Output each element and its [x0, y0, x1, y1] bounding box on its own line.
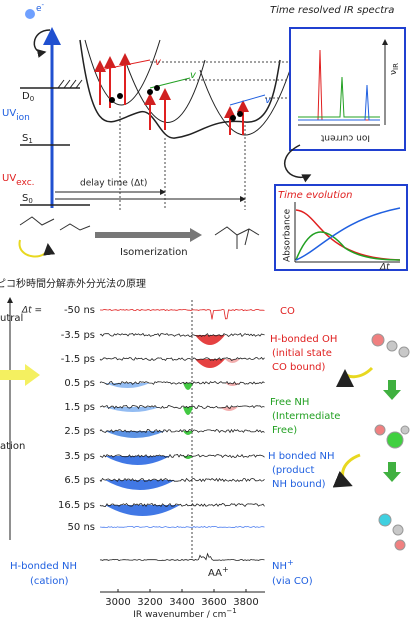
delay-label: 1.5 ps: [64, 402, 95, 413]
vibration-label: v: [190, 70, 197, 81]
x-tick-label: 3600: [201, 597, 226, 608]
state-label: utral: [0, 313, 23, 324]
x-axis-label: Δt: [379, 263, 390, 273]
level-label: D0: [22, 91, 34, 103]
annotation: CO: [280, 306, 295, 317]
delay-time-label: delay time (Δt): [80, 179, 147, 189]
panel-title: Time evolution: [278, 190, 352, 201]
delay-label: -1.5 ps: [61, 354, 95, 365]
cation-spectrum: [100, 554, 265, 561]
delay-header: Δt =: [21, 306, 42, 316]
absorption-band: [195, 359, 225, 368]
time-evolution-panel: Time evolution Absorbance Δt: [275, 185, 407, 273]
absorption-band: [105, 431, 165, 438]
annotation: CO bound): [272, 362, 326, 373]
annotation: NH bound): [272, 479, 326, 490]
uv-ion-label: UVion: [2, 108, 30, 123]
annotation: (Intermediate: [272, 411, 340, 422]
electron-label: e-: [36, 1, 45, 14]
x-axis-label: Ion current: [320, 133, 370, 143]
ir-spectra-panel: Time resolved IR spectra νIR Ion current: [270, 5, 405, 177]
annotation: Free): [272, 425, 297, 436]
absorption-band: [105, 456, 170, 465]
spectrum-trace: [100, 309, 265, 319]
spectra-stack: Δt = utral ation CO H-bonded OH (initial…: [0, 298, 409, 620]
figure: e- D0 S1 S0 UVion UVexc. v v v delay tim…: [0, 0, 414, 621]
uv-exc-label: UVexc.: [2, 173, 35, 188]
annotation: (via CO): [272, 576, 313, 587]
annotation: (initial state: [272, 348, 332, 359]
absorption-band: [105, 407, 160, 412]
level-label: S1: [22, 133, 33, 145]
y-axis-label: Absorbance: [283, 208, 293, 262]
energy-diagram: e- D0 S1 S0 UVion UVexc. v v v delay tim…: [2, 1, 290, 258]
annotation: NH+: [272, 558, 294, 573]
x-tick-label: 3400: [169, 597, 194, 608]
delay-label: 2.5 ps: [64, 426, 95, 437]
spectrum-trace: [100, 358, 265, 361]
x-tick-label: 3800: [233, 597, 258, 608]
x-tick-label: 3000: [105, 597, 130, 608]
annotation: H-bonded NH: [10, 561, 77, 572]
absorption-band: [105, 383, 150, 388]
delay-label: 3.5 ps: [64, 451, 95, 462]
state-label: ation: [0, 441, 25, 452]
absorption-band: [195, 335, 225, 345]
spectrum-trace: [100, 334, 265, 337]
isomerization-label: Isomerization: [120, 247, 188, 258]
caption: ピコ秒時間分解赤外分光法の原理: [0, 277, 146, 290]
annotation: H bonded NH: [268, 451, 335, 462]
delay-label: 6.5 ps: [64, 475, 95, 486]
x-tick-label: 3200: [137, 597, 162, 608]
delay-label: 50 ns: [68, 522, 95, 533]
absorption-band: [225, 359, 240, 363]
annotation: (cation): [30, 576, 69, 587]
absorption-band: [105, 480, 175, 490]
annotation: AA+: [208, 565, 229, 580]
level-label: S0: [22, 193, 33, 205]
delay-label: -50 ns: [64, 305, 95, 316]
spectrum-trace: [100, 526, 265, 527]
annotation: (product: [272, 465, 314, 476]
annotation: H-bonded OH: [270, 334, 337, 345]
annotation: Free NH: [270, 397, 309, 408]
absorption-band: [105, 505, 180, 516]
delay-label: 0.5 ps: [64, 378, 95, 389]
x-axis-label: IR wavenumber / cm−1: [133, 607, 236, 620]
panel-title: Time resolved IR spectra: [270, 5, 394, 16]
delay-label: -3.5 ps: [61, 330, 95, 341]
delay-label: 16.5 ps: [58, 500, 95, 511]
